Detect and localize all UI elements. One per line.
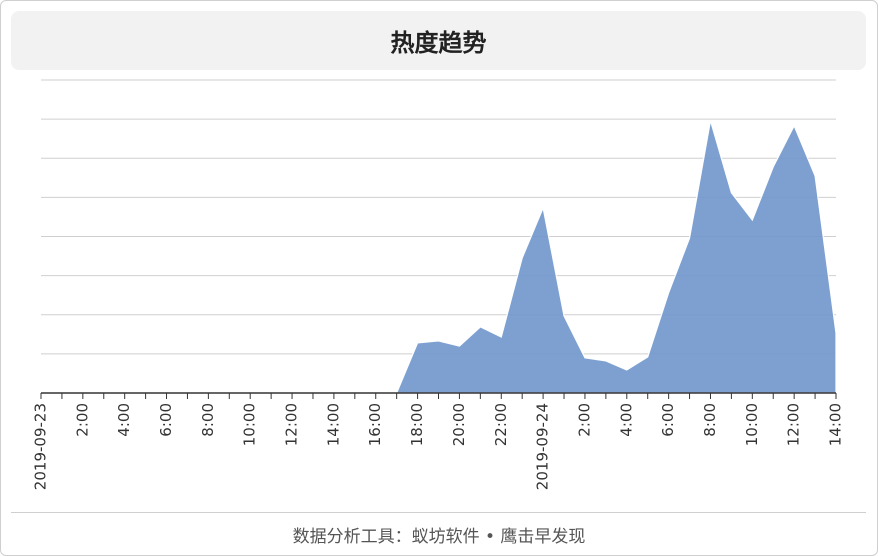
x-tick-label: 4:00 (617, 403, 635, 437)
x-tick-label: 2019-09-23 (32, 403, 50, 490)
x-tick-label: 18:00 (408, 403, 426, 446)
x-tick-label: 2019-09-24 (534, 403, 552, 490)
x-tick-label: 22:00 (492, 403, 510, 446)
x-tick-label: 16:00 (366, 403, 384, 446)
x-tick-label: 14:00 (827, 403, 845, 446)
x-tick-label: 8:00 (199, 403, 217, 437)
x-tick-label: 2:00 (73, 403, 91, 437)
x-tick-label: 6:00 (157, 403, 175, 437)
x-tick-label: 8:00 (701, 403, 719, 437)
x-tick-label: 12:00 (283, 403, 301, 446)
footer: 数据分析工具：蚁坊软件 • 鹰击早发现 (292, 527, 586, 547)
chart-title: 热度趋势 (11, 11, 866, 70)
x-tick-label: 2:00 (575, 403, 593, 437)
area (41, 120, 837, 394)
x-tick-label: 12:00 (785, 403, 803, 446)
x-tick-label: 6:00 (659, 403, 677, 437)
divider (11, 512, 866, 513)
x-tick-label: 14:00 (324, 403, 342, 446)
x-tick-label: 20:00 (450, 403, 468, 446)
x-tick-label: 4:00 (115, 403, 133, 437)
x-tick-label: 10:00 (743, 403, 761, 446)
x-tick-label: 10:00 (241, 403, 259, 446)
